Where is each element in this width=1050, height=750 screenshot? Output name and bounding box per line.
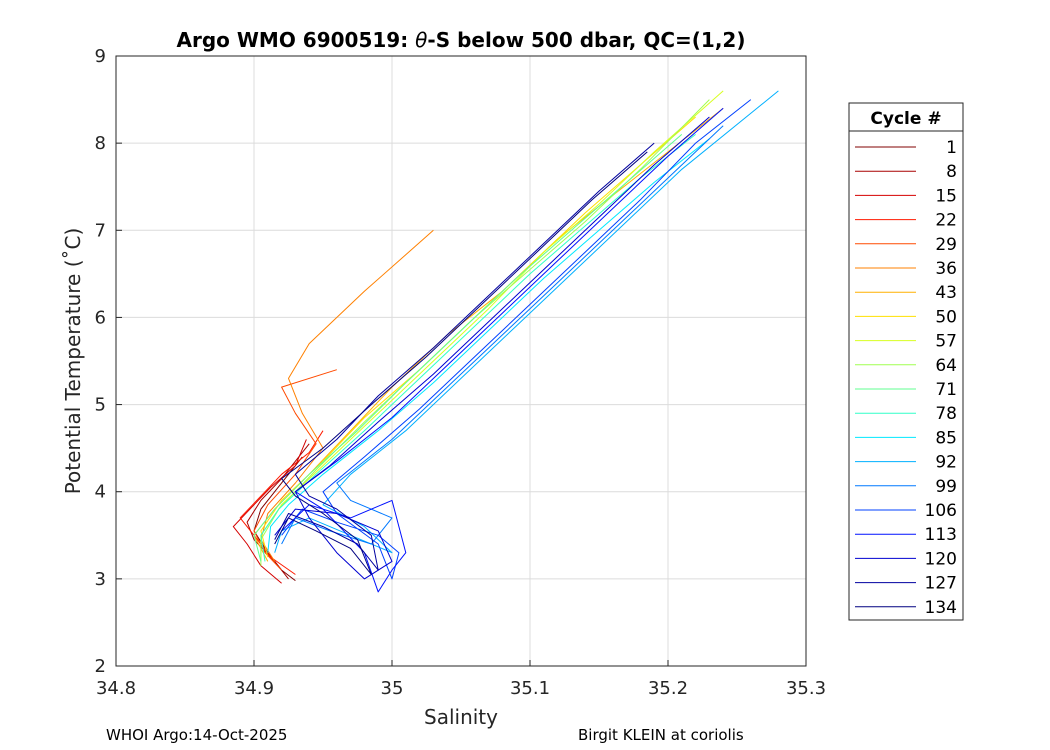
legend-label-71: 71: [935, 380, 957, 400]
legend-label-134: 134: [925, 598, 957, 618]
legend-label-78: 78: [935, 404, 957, 424]
x-axis-ticks: 34.8 34.9 35 35.1 35.2 35.3: [96, 660, 826, 699]
footer-right: Birgit KLEIN at coriolis: [578, 726, 744, 744]
series-line-cycle-127: [274, 142, 655, 571]
legend-label-85: 85: [935, 428, 957, 448]
legend-label-43: 43: [935, 283, 957, 303]
y-axis-ticks: 2 3 4 5 6 7 8 9: [95, 46, 122, 677]
legend-label-92: 92: [935, 453, 957, 473]
y-tick-label: 3: [95, 569, 106, 590]
y-tick-label: 2: [95, 656, 106, 677]
series-line-cycle-92: [274, 90, 779, 554]
legend-label-113: 113: [925, 525, 957, 545]
y-axis-label: Potential Temperature (˚C): [61, 228, 85, 495]
y-tick-label: 4: [95, 482, 106, 503]
legend-label-57: 57: [935, 332, 957, 352]
footer-left: WHOI Argo:14-Oct-2025: [106, 726, 288, 744]
x-tick-label: 34.9: [234, 678, 274, 699]
legend-label-50: 50: [935, 307, 957, 327]
y-tick-label: 7: [95, 220, 106, 241]
series-line-cycle-85: [267, 138, 710, 553]
y-tick-label: 9: [95, 46, 106, 67]
y-tick-label: 8: [95, 133, 106, 154]
legend-label-127: 127: [925, 574, 957, 594]
legend-label-15: 15: [935, 186, 957, 206]
legend: Cycle # 1 8 15 22 29 36 43 50 57 64 71 78 85 92 99 106 1…: [848, 102, 964, 621]
series-line-cycle-15: [232, 439, 307, 584]
plot-area: [116, 56, 806, 666]
plot-border: [115, 55, 807, 667]
legend-label-1: 1: [946, 138, 957, 158]
x-tick-label: 35.1: [510, 678, 550, 699]
legend-label-22: 22: [935, 211, 957, 231]
x-tick-label: 34.8: [96, 678, 136, 699]
series-line-cycle-106: [281, 99, 752, 580]
x-tick-label: 35: [381, 678, 404, 699]
legend-label-64: 64: [935, 356, 957, 376]
legend-title: Cycle #: [870, 109, 941, 129]
series-line-cycle-120: [274, 116, 710, 580]
series-line-cycle-134: [274, 151, 648, 575]
legend-label-120: 120: [925, 549, 957, 569]
legend-label-36: 36: [935, 259, 957, 279]
legend-label-106: 106: [925, 501, 957, 521]
y-tick-label: 5: [95, 395, 106, 416]
series-line-cycle-113: [281, 107, 724, 593]
legend-label-8: 8: [946, 162, 957, 182]
x-tick-label: 35.2: [648, 678, 688, 699]
x-axis-label: Salinity: [424, 705, 498, 729]
series-line-cycle-71: [253, 134, 683, 562]
series-group: [232, 90, 779, 593]
x-tick-label: 35.3: [786, 678, 826, 699]
chart-title: Argo WMO 6900519: θ-S below 500 dbar, QC…: [177, 28, 746, 52]
series-line-cycle-22: [239, 430, 324, 575]
legend-label-29: 29: [935, 235, 957, 255]
legend-label-99: 99: [935, 477, 957, 497]
series-line-cycle-78: [260, 134, 696, 562]
y-tick-label: 6: [95, 307, 106, 328]
